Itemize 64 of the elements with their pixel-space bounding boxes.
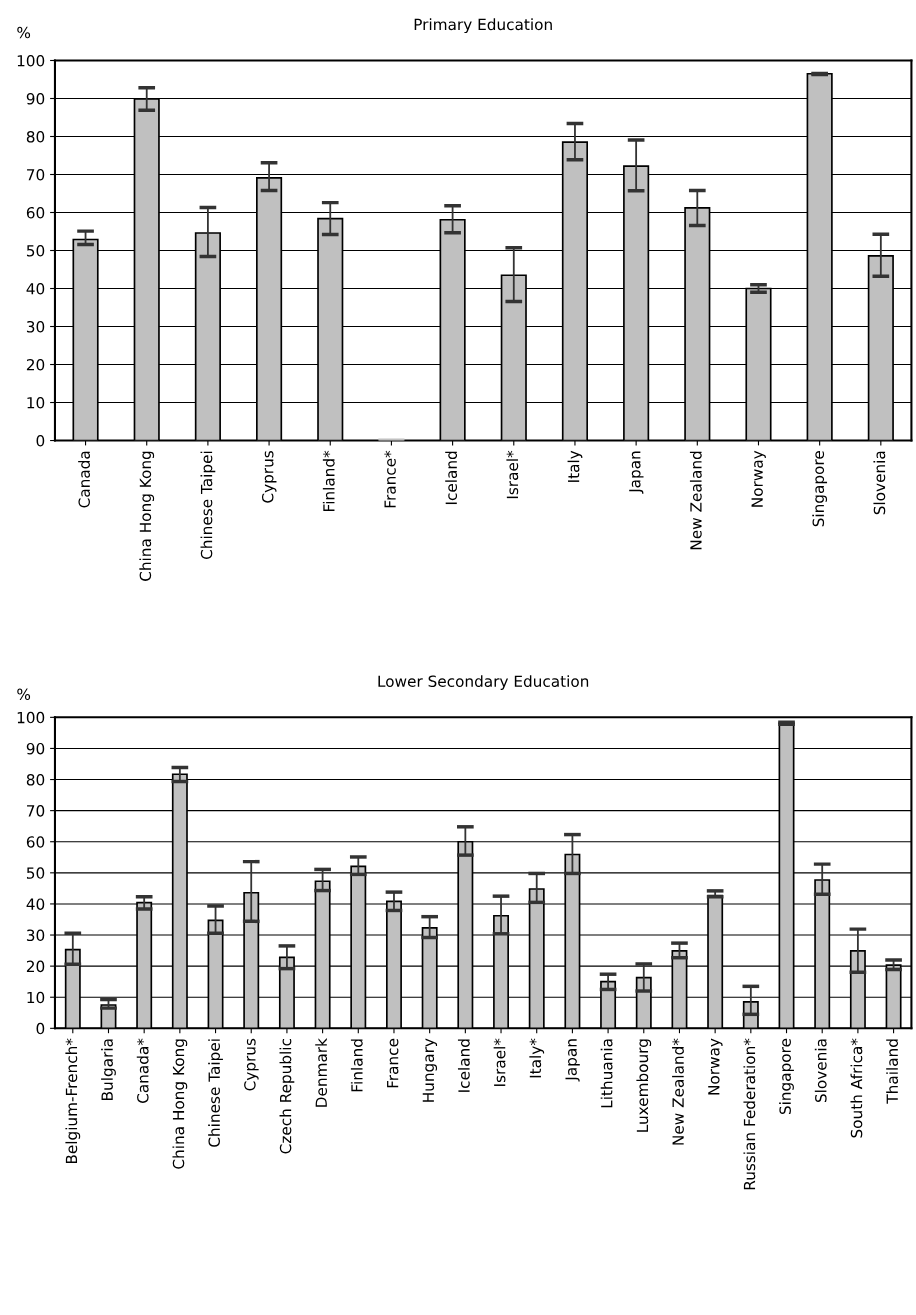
y-tick-label: 100 [17,54,45,67]
x-tick-label: Italy* [529,1038,545,1078]
y-tick-label: 70 [27,805,45,817]
x-tick-label: France [387,1038,399,1088]
x-tick-label: Cyprus [261,450,277,503]
y-tick-label: 40 [26,898,45,910]
y-axis-title: % [17,26,31,39]
x-tick-label: Israel* [506,450,519,499]
x-tick-label: Denmark [315,1038,328,1107]
y-tick-label: 80 [26,130,45,143]
x-tick-label: New Zealand [689,451,702,550]
y-tick-label: 10 [27,991,45,1004]
x-tick-label: Chinese Taipei [208,1039,223,1147]
x-tick-label: Thailand [886,1039,899,1104]
x-tick-label: Slovenia [814,1039,827,1103]
x-tick-label: Lithuania [600,1039,613,1108]
x-tick-label: South Africa* [850,1038,863,1138]
x-tick-label: Luxembourg [636,1039,652,1132]
x-tick-label: China Hong Kong [139,451,155,581]
y-tick-label: 40 [26,282,45,295]
x-tick-label: New Zealand* [672,1038,684,1145]
x-tick-label: France* [384,450,396,508]
chart-title: Primary Education [414,18,552,34]
x-tick-label: Slovenia [873,451,886,515]
x-tick-label: Hungary [422,1038,438,1102]
chart-title: Lower Secondary Education [378,675,589,690]
x-tick-label: Iceland [445,451,458,505]
x-tick-label: Belgium-French* [65,1038,81,1164]
y-tick-label: 0 [36,1022,45,1035]
y-tick-label: 30 [26,929,45,942]
y-tick-label: 10 [27,396,45,409]
x-tick-label: Finland [350,1039,363,1092]
x-tick-label: Singapore [779,1038,794,1115]
x-tick-label: China Hong Kong [172,1039,188,1169]
y-tick-label: 60 [26,206,45,219]
y-tick-label: 0 [36,434,45,447]
y-tick-label: 80 [26,774,45,786]
x-tick-label: Italy [567,450,583,482]
y-tick-label: 50 [26,867,45,879]
x-tick-label: Japan [629,451,644,494]
x-tick-label: Chinese Taipei [200,451,216,560]
x-tick-label: Japan [565,1039,580,1082]
y-tick-label: 90 [26,92,45,105]
x-tick-label: Russian Federation* [743,1038,756,1190]
y-tick-label: 20 [26,358,45,371]
x-tick-label: Norway [751,450,766,507]
x-tick-label: Canada [78,451,90,508]
x-tick-label: Singapore [812,451,828,527]
y-tick-label: 50 [26,244,45,257]
y-tick-label: 90 [26,742,45,755]
x-tick-label: Norway [708,1038,723,1095]
x-tick-label: Finland* [322,450,335,511]
x-tick-label: Iceland [457,1039,470,1092]
x-tick-label: Israel* [493,1038,506,1086]
x-tick-label: Bulgaria [101,1039,116,1100]
x-tick-label: Cyprus [244,1038,259,1091]
y-tick-label: 30 [26,320,45,333]
x-tick-label: Czech Republic [279,1039,295,1154]
y-tick-label: 70 [27,168,45,181]
x-tick-label: Canada* [136,1038,149,1103]
y-axis-title: % [17,688,31,700]
y-tick-label: 100 [17,711,45,724]
y-tick-label: 20 [26,960,45,973]
y-tick-label: 60 [26,836,45,848]
